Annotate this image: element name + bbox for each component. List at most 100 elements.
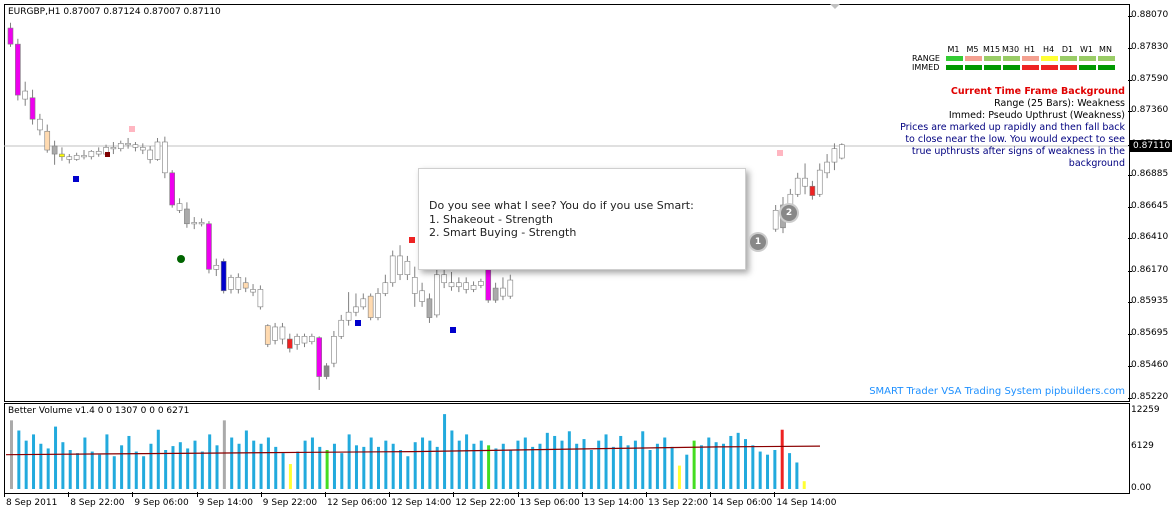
volume-bar [597, 440, 601, 489]
volume-bar [677, 465, 681, 489]
volume-bar [32, 434, 36, 489]
volume-bar [465, 434, 469, 489]
candle [198, 218, 205, 227]
volume-bar [127, 435, 131, 489]
mtf-cell [965, 65, 982, 70]
mtf-cell [984, 56, 1001, 61]
candle [367, 293, 374, 321]
volume-bar [780, 429, 784, 489]
volume-axis-label: 6129 [1131, 441, 1154, 451]
price-axis-tick [1128, 207, 1132, 208]
price-axis-label: 0.86170 [1131, 264, 1169, 275]
watermark: SMART Trader VSA Trading System pipbuild… [869, 386, 1125, 397]
candle [463, 277, 470, 294]
volume-bar [472, 443, 476, 489]
time-axis-tick [389, 492, 391, 497]
volume-bar [435, 446, 439, 489]
timeframe-label: M15 [982, 45, 1001, 54]
volume-bar [252, 440, 256, 489]
volume-bar [237, 443, 241, 489]
volume-bar [545, 432, 549, 489]
time-axis-tick [774, 492, 776, 497]
candle [154, 137, 161, 161]
candle [331, 330, 337, 368]
volume-bar [384, 440, 388, 489]
price-axis-label: 0.86645 [1131, 201, 1169, 211]
mtf-cell [1041, 65, 1058, 70]
candle [15, 38, 21, 101]
candle [802, 163, 808, 195]
candle [316, 336, 323, 390]
volume-bar [795, 462, 799, 489]
volume-indicator-header: Better Volume v1.4 0 0 1307 0 0 0 6271 [8, 406, 190, 416]
candle [456, 277, 462, 293]
timeframe-label: W1 [1080, 45, 1093, 54]
candle [500, 277, 506, 301]
volume-bar [76, 453, 80, 489]
volume-bar [134, 451, 138, 489]
price-axis-label: 0.85695 [1131, 328, 1169, 339]
smart-buying-badge[interactable]: 2 [781, 205, 797, 221]
volume-bar [391, 443, 395, 489]
mtf-cell [1003, 65, 1020, 70]
shift-marker-icon[interactable] [830, 4, 840, 9]
candle [272, 322, 278, 345]
candle [37, 113, 43, 136]
info-title: Current Time Frame Background [950, 86, 1125, 97]
volume-bar [457, 440, 461, 489]
volume-bar [428, 440, 432, 489]
time-axis-label: 13 Sep 22:00 [648, 498, 709, 508]
timeframe-label: MN [1099, 45, 1112, 54]
candle [375, 288, 381, 321]
signal-marker [73, 176, 79, 182]
volume-bar [619, 435, 623, 489]
volume-axis-label: 12259 [1131, 405, 1160, 415]
volume-bar [744, 439, 747, 489]
time-axis-tick [325, 492, 326, 497]
volume-average-line [5, 445, 821, 456]
time-axis-label: 8 Sep 22:00 [70, 498, 125, 508]
volume-bar [377, 446, 380, 489]
candle [191, 217, 198, 230]
time-axis-label: 12 Sep 14:00 [391, 498, 452, 508]
volume-bar [802, 481, 806, 489]
price-axis-tick [1128, 302, 1132, 304]
volume-bar [222, 420, 226, 489]
candle [411, 266, 418, 307]
candle [169, 170, 175, 208]
price-axis-label: 0.85460 [1131, 359, 1169, 370]
mtf-cell [946, 56, 963, 61]
timeframe-label: M5 [966, 45, 979, 54]
volume-axis-label: 0.00 [1131, 483, 1152, 493]
price-axis-tick [1128, 238, 1132, 240]
volume-bar [611, 446, 615, 489]
volume-bar [736, 432, 740, 489]
volume-bar [208, 434, 212, 489]
shakeout-badge[interactable]: 1 [750, 234, 766, 250]
candle [301, 333, 308, 348]
price-axis-tick [1128, 334, 1132, 336]
volume-bar [582, 439, 586, 489]
candle [816, 163, 823, 197]
candle [360, 293, 367, 310]
mtf-cell [1079, 56, 1096, 61]
price-axis-tick [1128, 48, 1132, 50]
volume-bar [531, 446, 535, 489]
volume-bar [39, 443, 43, 489]
annotation-popup[interactable]: Do you see what I see? You do if you use… [418, 168, 746, 270]
volume-bar [670, 446, 674, 489]
volume-bar [193, 440, 197, 489]
volume-bar [362, 446, 366, 489]
mtf-cell [1098, 56, 1115, 61]
volume-bars-layer [10, 414, 806, 489]
candle [257, 285, 264, 310]
candle [323, 363, 330, 380]
volume-bar [230, 437, 234, 489]
candle [294, 333, 300, 350]
price-axis-label: 0.87830 [1131, 42, 1169, 53]
price-axis-tick [1128, 111, 1132, 113]
volume-bar [487, 445, 491, 489]
mtf-cell [1098, 65, 1115, 70]
volume-panel[interactable] [4, 403, 1130, 494]
